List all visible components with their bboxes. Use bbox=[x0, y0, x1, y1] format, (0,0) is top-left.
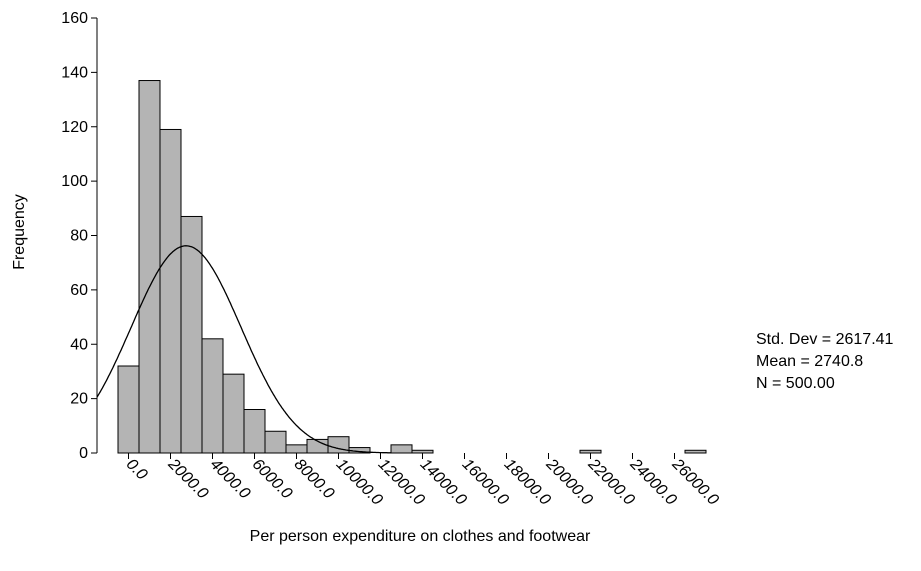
histogram-bar bbox=[138, 80, 161, 454]
y-tick-label: 140 bbox=[61, 64, 88, 81]
histogram-bar bbox=[222, 373, 245, 454]
y-tick-label: 60 bbox=[70, 282, 88, 299]
histogram-bar bbox=[390, 444, 413, 454]
mean-text: Mean = 2740.8 bbox=[756, 353, 864, 370]
histogram-bar bbox=[159, 128, 182, 454]
normal-curve bbox=[96, 245, 391, 454]
x-tick-label: 22000.0 bbox=[584, 455, 638, 509]
histogram-bar bbox=[180, 215, 203, 454]
x-tick-label: 26000.0 bbox=[668, 455, 722, 509]
stats-box: Std. Dev = 2617.41 Mean = 2740.8 N = 500… bbox=[756, 329, 893, 395]
histogram-bar bbox=[411, 449, 434, 454]
n-text: N = 500.00 bbox=[756, 375, 835, 392]
y-tick-label: 40 bbox=[70, 336, 88, 353]
x-tick-label: 4000.0 bbox=[207, 456, 254, 503]
y-tick-label: 120 bbox=[61, 119, 88, 136]
x-tick-label: 0.0 bbox=[123, 456, 151, 484]
y-tick-label: 100 bbox=[61, 173, 88, 190]
y-tick-label: 20 bbox=[70, 391, 88, 408]
y-tick-label: 0 bbox=[79, 445, 88, 462]
x-tick-label: 6000.0 bbox=[249, 456, 296, 503]
y-tick-label: 80 bbox=[70, 228, 88, 245]
histogram-bar bbox=[684, 449, 707, 454]
x-axis-label: Per person expenditure on clothes and fo… bbox=[249, 528, 591, 545]
histogram-bar bbox=[579, 449, 602, 454]
x-tick-label: 2000.0 bbox=[164, 455, 211, 502]
x-tick-label: 8000.0 bbox=[291, 456, 338, 503]
histogram-bar bbox=[117, 365, 140, 454]
histogram-bar bbox=[243, 409, 266, 454]
std-dev-text: Std. Dev = 2617.41 bbox=[756, 331, 894, 348]
y-tick-label: 160 bbox=[61, 10, 88, 27]
x-tick-label: 24000.0 bbox=[626, 455, 680, 509]
histogram-bar bbox=[285, 444, 308, 454]
histogram-bar bbox=[201, 338, 224, 454]
y-axis-label: Frequency bbox=[11, 194, 28, 270]
histogram-bar bbox=[264, 430, 287, 454]
histogram-bars bbox=[117, 80, 707, 454]
x-tick-label: 20000.0 bbox=[542, 455, 596, 509]
